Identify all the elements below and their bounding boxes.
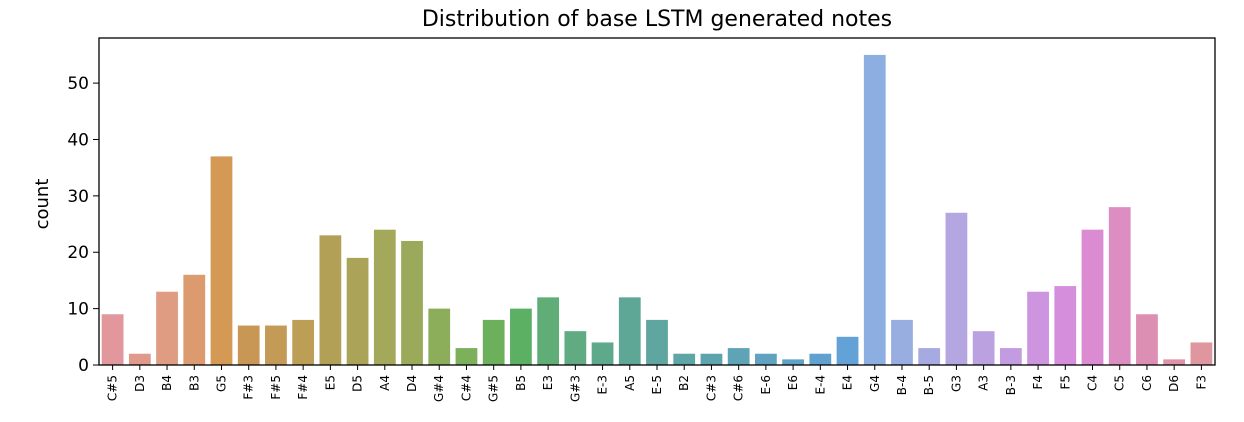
bar-A4 (373, 229, 396, 365)
bar-G#4 (428, 308, 451, 365)
plot-frame (98, 37, 1216, 366)
x-tick-label: A5 (623, 375, 637, 391)
bar-G4 (863, 54, 886, 366)
bars-group (101, 54, 1213, 366)
x-tick-label: B2 (677, 375, 691, 391)
x-tick-label: E5 (323, 375, 337, 390)
y-tick-label: 20 (67, 243, 89, 263)
bar-G#5 (482, 319, 505, 365)
x-tick-label: C#4 (459, 375, 473, 401)
x-tick-label: B3 (187, 375, 201, 391)
bar-E5 (319, 235, 342, 365)
x-tick-label: G4 (868, 375, 882, 392)
x-tick-label: E-6 (759, 375, 773, 395)
x-tick-label: C4 (1086, 375, 1100, 391)
x-tick-label: D5 (351, 375, 365, 392)
y-tick-label: 0 (78, 356, 89, 376)
y-tick-label: 50 (67, 74, 89, 94)
bar-C#5 (101, 314, 124, 365)
bar-E-6 (754, 353, 777, 365)
bar-F#5 (265, 325, 287, 365)
x-tick-label: C5 (1113, 375, 1127, 391)
bar-B5 (510, 308, 532, 365)
x-tick-label: B-3 (1004, 375, 1018, 395)
x-tick-label: F4 (1031, 375, 1045, 390)
bar-E-3 (591, 342, 614, 365)
x-tick-label: E-5 (650, 375, 664, 395)
bar-D6 (1163, 359, 1186, 365)
bar-A5 (618, 297, 641, 365)
x-tick-label: C6 (1140, 375, 1154, 391)
bar-G3 (945, 212, 968, 365)
bar-E-5 (646, 319, 668, 365)
x-tick-label: B-4 (895, 375, 909, 395)
x-tick-label: F5 (1058, 375, 1072, 390)
x-tick-label: E3 (541, 375, 555, 390)
x-tick-label: B4 (160, 375, 174, 391)
bar-F5 (1054, 286, 1077, 365)
x-tick-label: C#6 (732, 375, 746, 401)
x-tick-label: B5 (514, 375, 528, 391)
bar-B-5 (918, 348, 941, 365)
x-tick-label: D3 (133, 375, 147, 392)
y-tick-label: 10 (67, 300, 89, 320)
bar-G5 (210, 156, 233, 365)
x-tick-label: E-3 (596, 375, 610, 395)
x-ticks: C#5 D3 B4 B3 G5 F#3 F#5 F#4 E5 D5 A4 D4 G#4 C#4 G#5 B5 E… (106, 365, 1208, 402)
bar-C#4 (455, 348, 478, 365)
bar-C#3 (700, 353, 723, 365)
bar-A3 (972, 331, 995, 365)
y-tick-label: 30 (67, 187, 89, 207)
bar-B3 (183, 274, 206, 365)
x-tick-label: F#4 (296, 375, 310, 400)
x-tick-label: G3 (949, 375, 963, 392)
y-tick-label: 40 (67, 130, 89, 150)
x-tick-label: D6 (1167, 375, 1181, 392)
bar-D3 (128, 353, 151, 365)
x-tick-label: B-5 (922, 375, 936, 395)
bar-E3 (537, 297, 560, 365)
x-tick-label: G#3 (568, 375, 582, 402)
bar-B2 (673, 353, 696, 365)
bar-E4 (836, 336, 859, 365)
bar-D4 (401, 240, 423, 365)
bar-F4 (1027, 291, 1049, 365)
bar-B-3 (999, 348, 1022, 365)
x-tick-label: E6 (786, 375, 800, 390)
x-tick-label: G#5 (487, 375, 501, 402)
x-tick-label: E4 (841, 375, 855, 390)
bar-C5 (1108, 207, 1131, 365)
x-tick-label: C#5 (106, 375, 120, 401)
bar-D5 (346, 257, 369, 365)
x-tick-label: D4 (405, 375, 419, 392)
x-tick-label: F3 (1194, 375, 1208, 390)
y-axis-label: count (32, 179, 53, 230)
x-tick-label: G5 (214, 375, 228, 392)
bar-C4 (1081, 229, 1104, 365)
bar-E6 (782, 359, 804, 365)
chart-title: Distribution of base LSTM generated note… (422, 7, 892, 32)
bar-C#6 (727, 348, 750, 365)
bar-F#4 (292, 319, 315, 365)
y-ticks: 0 10 20 30 40 50 (67, 74, 99, 376)
x-tick-label: C#3 (704, 375, 718, 401)
x-tick-label: A3 (977, 375, 991, 391)
bar-E-4 (809, 353, 832, 365)
x-tick-label: A4 (378, 375, 392, 391)
bar-B4 (156, 291, 178, 365)
bar-F#3 (237, 325, 260, 365)
bar-C6 (1136, 314, 1158, 365)
x-tick-label: E-4 (813, 375, 827, 395)
x-tick-label: F#5 (269, 375, 283, 400)
bar-G#3 (564, 331, 587, 365)
x-tick-label: G#4 (432, 375, 446, 402)
bar-B-4 (891, 319, 913, 365)
bar-F3 (1190, 342, 1213, 365)
x-tick-label: F#3 (242, 375, 256, 400)
